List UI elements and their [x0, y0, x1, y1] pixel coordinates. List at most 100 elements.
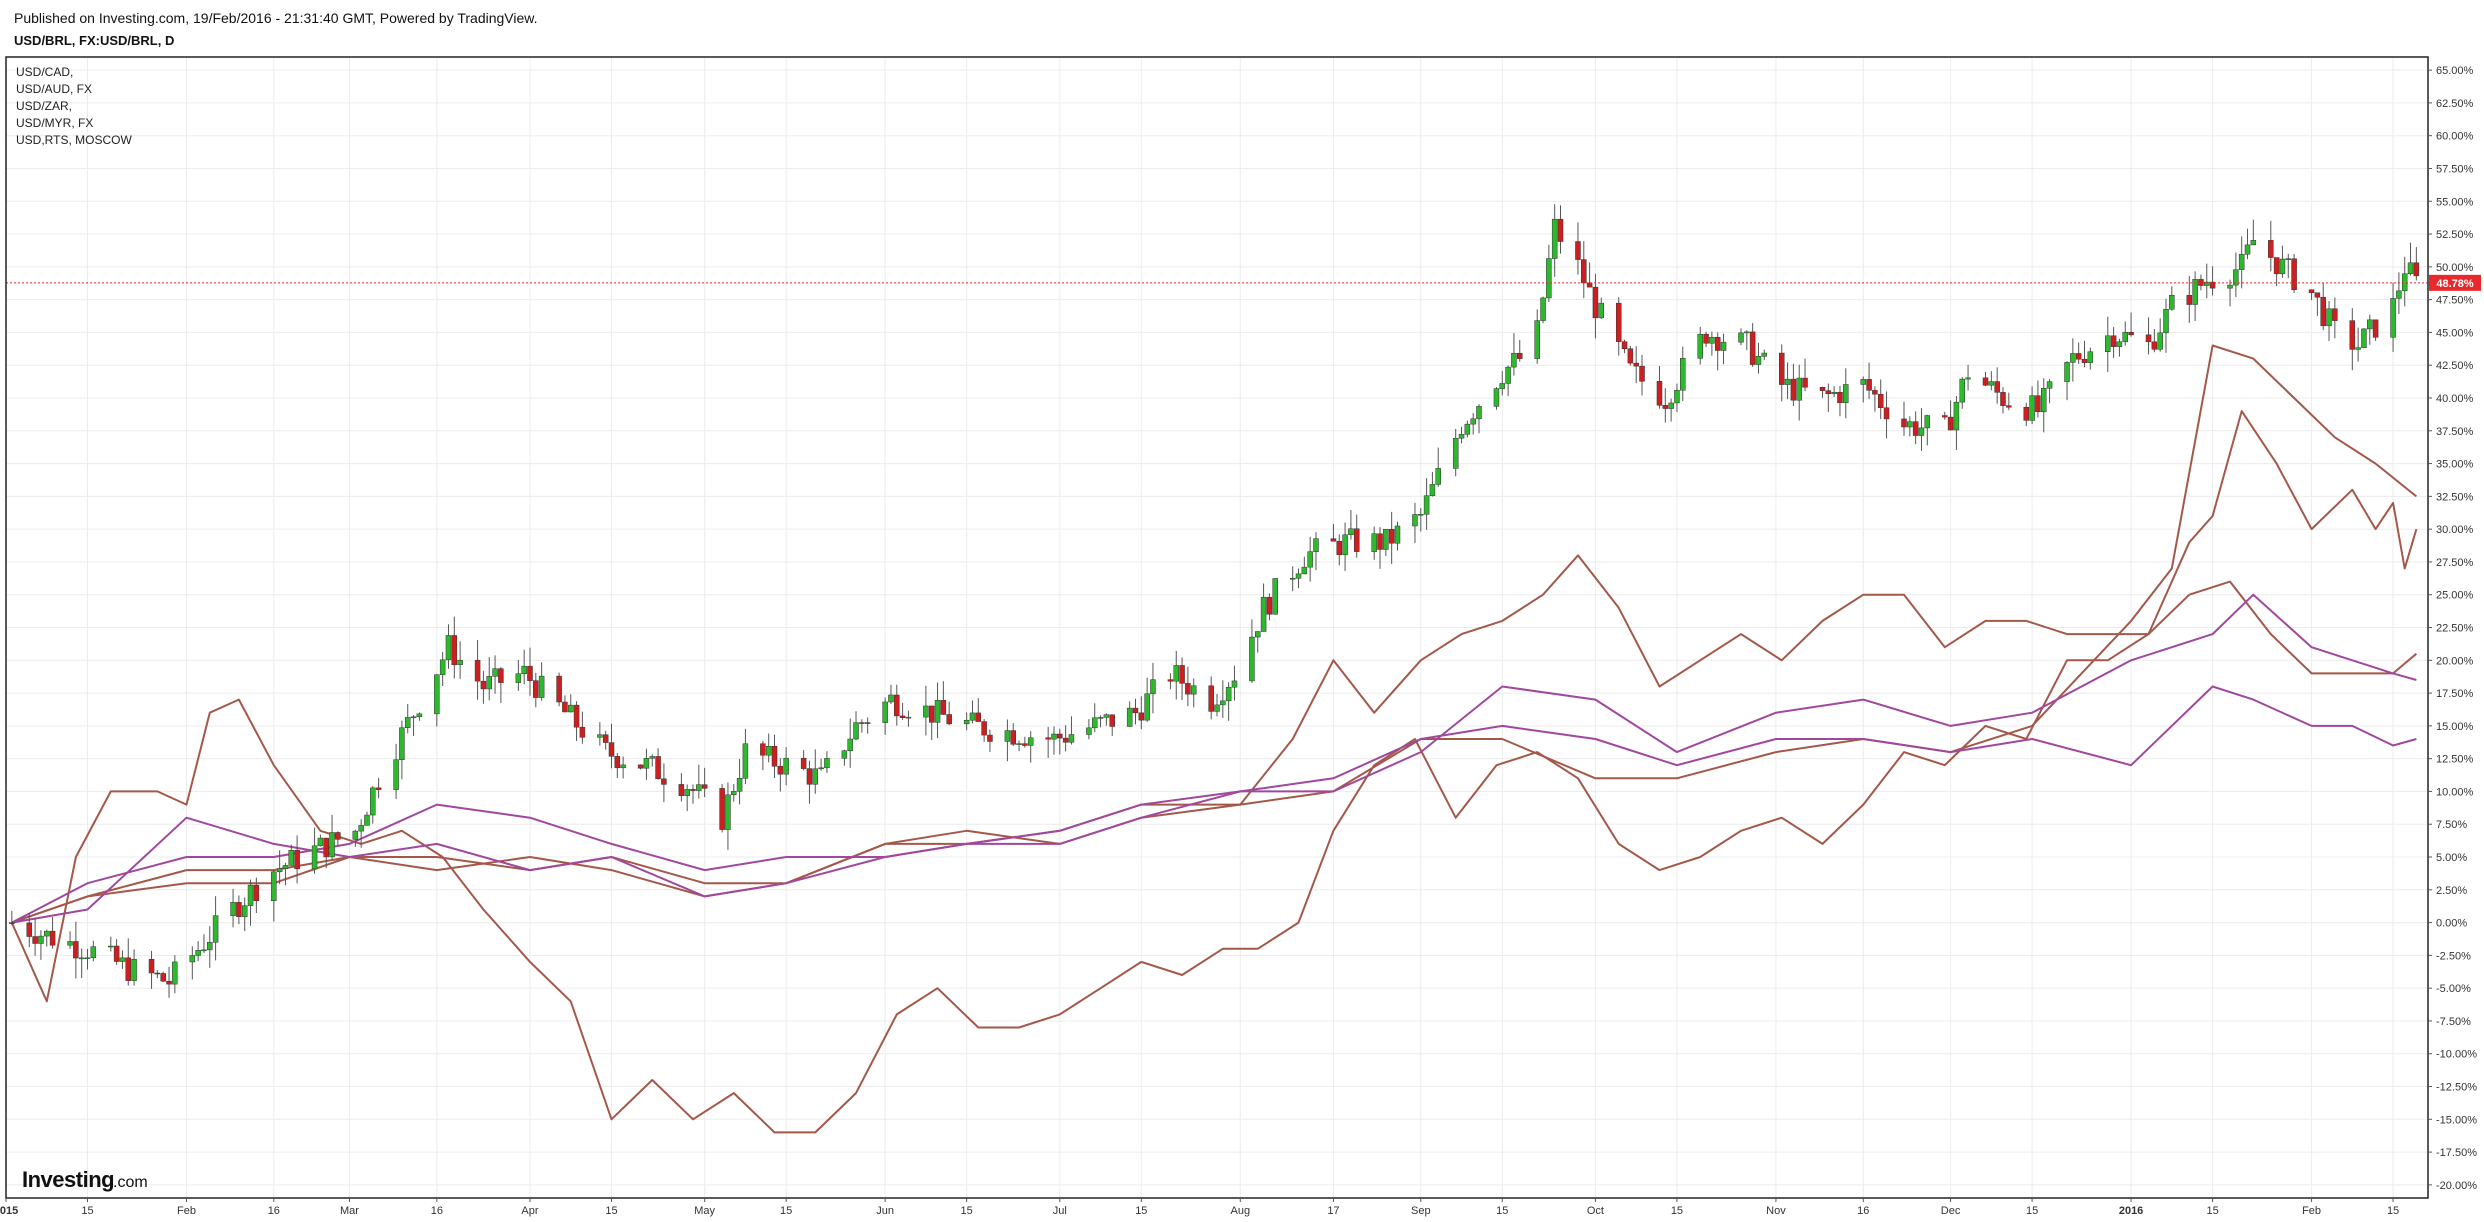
candle-up [1173, 665, 1179, 682]
candle-up [847, 738, 853, 751]
candle-down [1627, 348, 1634, 364]
x-tick-label: 15 [81, 1205, 93, 1217]
candle-up [1738, 332, 1744, 343]
candle-up [212, 915, 219, 943]
candle-up [1511, 352, 1517, 368]
y-tick-label: 65.00% [2436, 65, 2474, 77]
candle-up [1988, 381, 1995, 386]
y-tick-label: 55.00% [2436, 196, 2474, 208]
candle-up [1680, 358, 1686, 391]
candle-up [2169, 295, 2175, 310]
y-tick-label: -12.50% [2436, 1082, 2477, 1094]
candle-down [1778, 352, 1785, 385]
candle-up [1307, 551, 1313, 568]
candle-up [2238, 254, 2245, 270]
candle-up [567, 704, 574, 713]
candle-up [311, 845, 318, 870]
candle-down [928, 705, 935, 723]
candle-up [736, 778, 743, 792]
grid [5, 57, 2428, 1198]
candle-down [1208, 685, 1214, 712]
candle-down [2372, 319, 2379, 338]
candle-up [1744, 331, 1750, 334]
candle-down [1330, 538, 1337, 542]
candle-down [125, 957, 132, 981]
last-price-line: 48.78% [6, 274, 2481, 291]
y-tick-label: 60.00% [2436, 131, 2474, 143]
candle-up [1394, 525, 1401, 544]
candle-up [1272, 578, 1278, 615]
candle-up [131, 959, 137, 981]
candle-down [533, 680, 539, 698]
candle-down [2145, 334, 2152, 343]
candle-down [148, 959, 155, 974]
legend: USD/CAD, USD/AUD, FX USD/ZAR, USD/MYR, F… [16, 65, 132, 147]
candle-down [859, 722, 865, 724]
candle-down [1167, 679, 1174, 682]
candle-down [579, 726, 586, 738]
candle-up [812, 768, 819, 785]
legend-item-usdzar: USD/ZAR, [16, 99, 72, 113]
candle-up [905, 716, 912, 719]
candle-up [1051, 733, 1057, 740]
last-price-label: 48.78% [2436, 278, 2474, 290]
candle-up [1260, 596, 1267, 632]
candle-up [824, 758, 830, 769]
candle-up [882, 701, 888, 723]
candle-up [1103, 714, 1110, 718]
candle-down [1639, 365, 1645, 382]
candle-up [1225, 686, 1232, 702]
y-tick-label: -7.50% [2436, 1016, 2471, 1028]
y-tick-label: 32.50% [2436, 491, 2474, 503]
candle-up [1534, 320, 1540, 359]
candle-up [1907, 421, 1913, 428]
y-tick-label: 35.00% [2436, 459, 2474, 471]
candle-up [1784, 378, 1791, 385]
candle-up [1924, 415, 1931, 429]
candle-down [556, 675, 562, 703]
candle-down [294, 850, 300, 870]
candle-up [1499, 383, 1506, 389]
candle-down [166, 980, 172, 985]
candle-down [1022, 743, 1028, 746]
investing-logo: Investing .com [22, 1167, 148, 1192]
candle-up [1231, 680, 1238, 688]
candle-up [38, 935, 44, 944]
candle-up [1435, 468, 1441, 485]
candle-up [1068, 734, 1075, 743]
candle-up [783, 757, 789, 775]
candle-down [498, 668, 504, 683]
y-tick-label: -15.00% [2436, 1114, 2477, 1126]
candle-up [1470, 418, 1476, 425]
candle-down [160, 973, 166, 982]
candle-up [818, 767, 824, 770]
candle-up [247, 884, 254, 906]
candle-up [288, 850, 295, 866]
candle-up [1214, 704, 1220, 712]
comparison-series-2 [11, 554, 2418, 924]
candle-up [416, 713, 423, 718]
candle-up [597, 734, 603, 738]
comparison-series-3 [11, 344, 2418, 924]
y-tick-label: 5.00% [2436, 852, 2467, 864]
candle-down [678, 784, 685, 796]
y-tick-label: 15.00% [2436, 721, 2474, 733]
candle-up [934, 700, 941, 723]
candle-down [1749, 331, 1756, 365]
candle-down [375, 787, 382, 790]
candle-up [1458, 434, 1465, 439]
candle-down [701, 784, 708, 789]
candle-down [2023, 406, 2030, 421]
x-tick-label: 16 [431, 1205, 443, 1217]
candle-down [474, 660, 481, 682]
x-tick-label: Mar [340, 1205, 359, 1217]
candle-up [2046, 381, 2053, 389]
candle-down [2209, 281, 2216, 289]
candle-up [963, 719, 970, 725]
candle-up [1150, 679, 1156, 695]
legend-item-usdrts: USD,RTS, MOSCOW [16, 133, 132, 147]
candle-up [1551, 218, 1558, 259]
candle-up [742, 743, 749, 779]
candle-down [2075, 353, 2082, 360]
